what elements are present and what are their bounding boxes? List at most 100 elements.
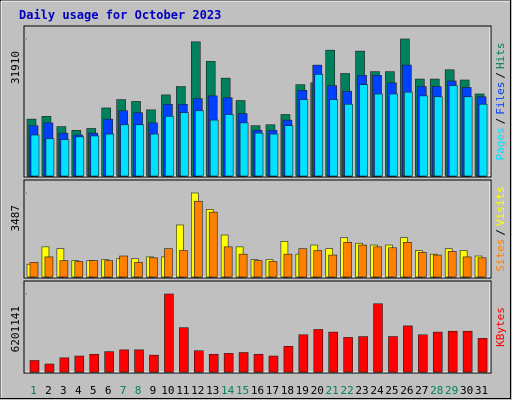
- bar: [477, 338, 488, 373]
- bar: [223, 246, 233, 278]
- bar: [60, 139, 70, 177]
- bar: [389, 93, 398, 177]
- bar: [164, 293, 174, 373]
- legend-entry: KBytes: [494, 307, 507, 347]
- bar: [44, 363, 55, 373]
- bar: [90, 135, 100, 177]
- bar: [29, 360, 40, 373]
- bar: [75, 136, 85, 177]
- legend-separator: /: [494, 72, 507, 79]
- bar: [328, 331, 339, 373]
- bar: [105, 133, 114, 177]
- bar: [419, 95, 428, 177]
- bar: [269, 133, 279, 177]
- x-tick-label: 13: [206, 384, 219, 397]
- bar: [89, 260, 99, 278]
- bar: [224, 114, 234, 177]
- bar: [298, 248, 308, 278]
- bar: [238, 352, 249, 373]
- bar: [283, 253, 293, 278]
- bar: [404, 91, 413, 177]
- x-tick-label: 23: [355, 384, 368, 397]
- x-tick-label: 3: [60, 384, 67, 397]
- bar: [253, 353, 264, 373]
- x-tick-label: 5: [90, 384, 97, 397]
- bar: [149, 257, 158, 278]
- bar: [432, 254, 442, 278]
- bar: [194, 110, 204, 177]
- legend: KBytes: [494, 307, 507, 347]
- bar: [150, 133, 159, 177]
- legend: Sites / Visits: [494, 186, 507, 272]
- bar: [388, 247, 397, 278]
- bar: [164, 248, 173, 278]
- x-tick-label: 27: [415, 384, 428, 397]
- bar: [45, 138, 55, 177]
- x-tick-label: 12: [191, 384, 204, 397]
- bar: [284, 125, 294, 177]
- bar: [403, 242, 412, 278]
- chart-title: Daily usage for October 2023: [19, 8, 221, 22]
- bar: [432, 331, 443, 373]
- x-tick-label: 2: [45, 384, 52, 397]
- bar: [59, 357, 70, 373]
- bar: [463, 96, 473, 177]
- bar: [268, 355, 279, 373]
- bar: [180, 112, 189, 177]
- bar: [223, 353, 234, 373]
- bar: [478, 103, 488, 177]
- bar: [462, 330, 473, 373]
- bar: [30, 134, 40, 177]
- bar: [74, 355, 85, 373]
- legend-separator: /: [494, 118, 507, 125]
- bar: [209, 119, 219, 177]
- bar: [254, 132, 264, 177]
- bar: [179, 250, 188, 278]
- bar: [135, 124, 144, 177]
- bar: [193, 350, 204, 373]
- bar: [208, 211, 218, 278]
- x-tick-label: 20: [311, 384, 324, 397]
- bar: [433, 96, 443, 177]
- bar: [373, 246, 382, 278]
- legend-entry: Pages: [494, 127, 507, 160]
- bar: [104, 260, 113, 278]
- bar: [165, 116, 174, 177]
- x-tick-label: 11: [176, 384, 189, 397]
- x-tick-label: 10: [161, 384, 174, 397]
- bar: [179, 327, 189, 373]
- x-tick-label: 18: [281, 384, 294, 397]
- x-tick-label: 6: [105, 384, 112, 397]
- bar: [238, 253, 248, 278]
- bar: [477, 257, 487, 278]
- bar: [120, 124, 129, 177]
- x-tick-label: 16: [251, 384, 264, 397]
- bar: [298, 334, 309, 373]
- x-tick-label: 22: [340, 384, 353, 397]
- bar: [283, 345, 294, 373]
- x-tick-label: 15: [236, 384, 249, 397]
- bar: [328, 254, 338, 278]
- x-tick-label: 19: [296, 384, 309, 397]
- bar: [313, 250, 323, 278]
- bar: [74, 261, 84, 278]
- bar: [29, 262, 39, 278]
- x-tick-label: 30: [460, 384, 473, 397]
- legend-entry: Visits: [494, 186, 507, 226]
- x-tick-label: 9: [150, 384, 157, 397]
- bar: [343, 242, 352, 278]
- bar: [44, 256, 54, 278]
- bar: [299, 99, 309, 177]
- bar: [343, 337, 353, 373]
- bar: [448, 85, 458, 177]
- x-tick-label: 25: [385, 384, 398, 397]
- y-tick-label: 3487: [9, 205, 22, 232]
- legend: Pages / Files / Hits: [494, 43, 507, 161]
- bar: [89, 353, 100, 373]
- bar: [358, 244, 367, 278]
- bar: [344, 103, 353, 177]
- bar: [374, 93, 383, 177]
- bar: [134, 262, 143, 278]
- bar: [208, 353, 219, 373]
- legend-entry: Hits: [494, 43, 507, 70]
